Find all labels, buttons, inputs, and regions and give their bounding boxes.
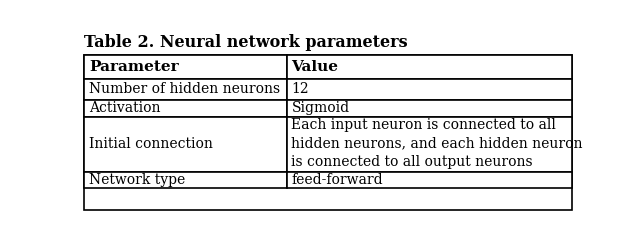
Text: Activation: Activation: [89, 101, 161, 115]
Text: feed-forward: feed-forward: [291, 173, 383, 187]
Text: Each input neuron is connected to all
hidden neurons, and each hidden neuron
is : Each input neuron is connected to all hi…: [291, 118, 583, 169]
Text: Number of hidden neurons: Number of hidden neurons: [89, 82, 280, 96]
Bar: [84, 55, 287, 79]
Bar: [84, 117, 287, 172]
Text: Table 2. Neural network parameters: Table 2. Neural network parameters: [84, 34, 408, 51]
Text: Initial connection: Initial connection: [89, 137, 213, 151]
Bar: [287, 79, 572, 100]
Text: 12: 12: [291, 82, 309, 96]
Bar: [287, 55, 572, 79]
Bar: [287, 117, 572, 172]
Bar: [287, 172, 572, 188]
Text: Value: Value: [291, 60, 339, 74]
Bar: [84, 172, 287, 188]
Bar: [84, 79, 287, 100]
Bar: [287, 100, 572, 117]
Text: Sigmoid: Sigmoid: [291, 101, 349, 115]
Bar: [84, 100, 287, 117]
Text: Network type: Network type: [89, 173, 185, 187]
Text: Parameter: Parameter: [89, 60, 179, 74]
Bar: [84, 55, 572, 210]
